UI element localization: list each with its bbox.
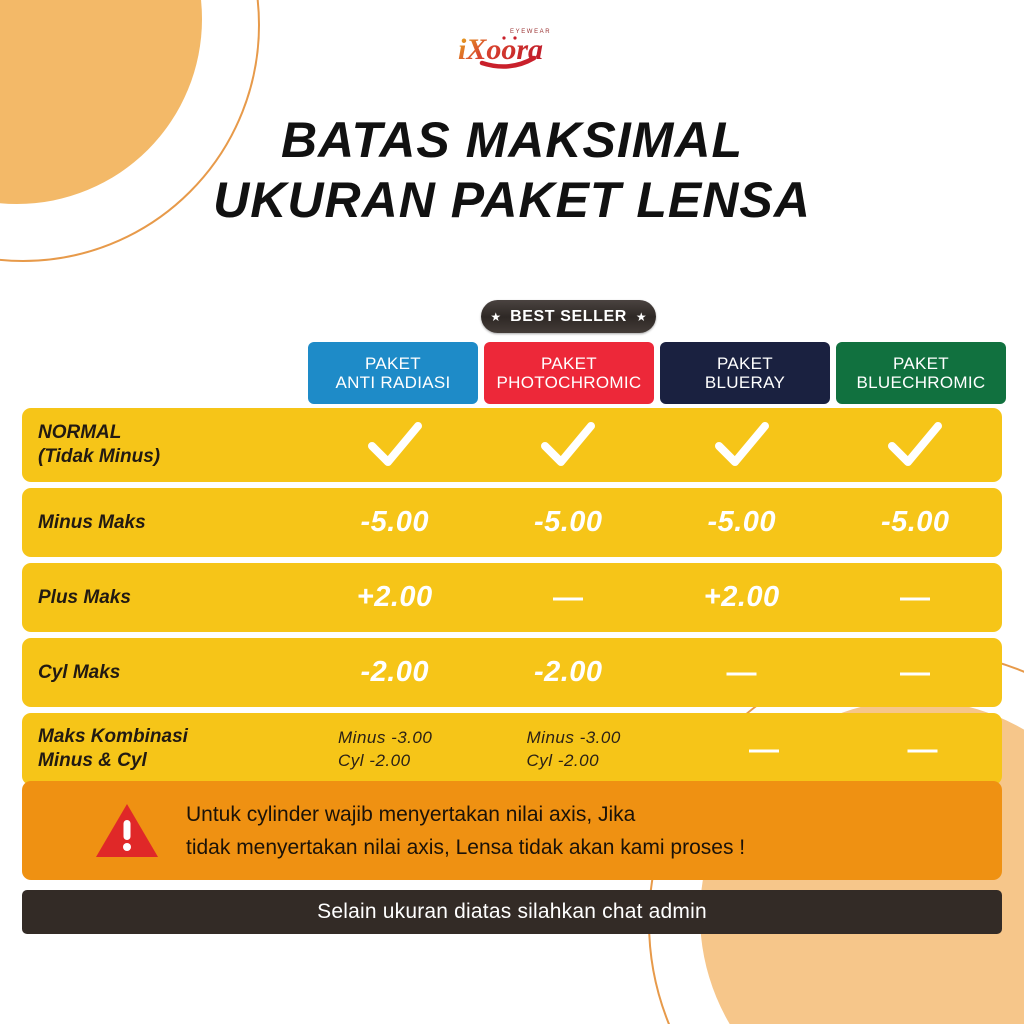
footer-bar: Selain ukuran diatas silahkan chat admin [22, 890, 1002, 934]
brand-logo: EYEWEAR iXoora [0, 14, 1024, 74]
warning-triangle-icon [94, 802, 160, 860]
table-row: Cyl Maks -2.00 -2.00 — — [22, 638, 1002, 707]
package-header-line1: PAKET [893, 354, 949, 373]
best-seller-label: BEST SELLER [510, 307, 627, 325]
package-header-photochromic[interactable]: PAKET PHOTOCHROMIC [484, 342, 654, 404]
row-cells: Minus -3.00 Cyl -2.00 Minus -3.00 Cyl -2… [308, 713, 1002, 785]
page-title: BATAS MAKSIMAL UKURAN PAKET LENSA [0, 110, 1024, 230]
kombinasi-cyl-line: Cyl -2.00 [338, 751, 411, 770]
row-label: Minus Maks [22, 511, 308, 535]
title-line-2: UKURAN PAKET LENSA [213, 172, 811, 228]
package-header-line2: BLUERAY [704, 373, 786, 392]
star-icon-left: ★ [490, 309, 502, 324]
package-header-line2: BLUECHROMIC [856, 373, 986, 392]
package-header-anti-radiasi[interactable]: PAKET ANTI RADIASI [308, 342, 478, 404]
cell-normal-bluechromic [829, 422, 1003, 468]
cell-kombinasi-blueray: — [749, 732, 780, 766]
warning-line-1: Untuk cylinder wajib menyertakan nilai a… [186, 802, 636, 826]
row-label-line1: Minus Maks [38, 511, 146, 533]
ixoora-logo-icon: EYEWEAR iXoora [458, 29, 551, 69]
row-cells: -5.00 -5.00 -5.00 -5.00 [308, 488, 1002, 557]
package-header-line1: PAKET [717, 354, 773, 373]
row-label: Cyl Maks [22, 661, 308, 685]
checkmark-icon [888, 422, 943, 466]
warning-banner: Untuk cylinder wajib menyertakan nilai a… [22, 781, 1002, 880]
table-row: Maks Kombinasi Minus & Cyl Minus -3.00 C… [22, 713, 1002, 785]
cell-plus-photochromic: — [553, 580, 584, 614]
cell-normal-blueray [655, 422, 829, 468]
footer-text: Selain ukuran diatas silahkan chat admin [317, 900, 707, 923]
cell-cyl-anti-radiasi: -2.00 [360, 656, 430, 688]
table-row: Minus Maks -5.00 -5.00 -5.00 -5.00 [22, 488, 1002, 557]
row-label-line2: (Tidak Minus) [38, 446, 161, 467]
package-header-bluechromic[interactable]: PAKET BLUECHROMIC [836, 342, 1006, 404]
kombinasi-minus-line: Minus -3.00 [338, 728, 433, 747]
cell-cyl-photochromic: -2.00 [533, 656, 603, 688]
cell-normal-photochromic [482, 422, 656, 468]
package-header-line1: PAKET [365, 354, 421, 373]
checkmark-icon [541, 422, 596, 466]
package-header-line2: PHOTOCHROMIC [496, 373, 642, 392]
cell-normal-anti-radiasi [308, 422, 482, 468]
package-header-row: PAKET ANTI RADIASI PAKET PHOTOCHROMIC PA… [308, 342, 1006, 404]
star-icon-right: ★ [635, 309, 647, 324]
package-header-blueray[interactable]: PAKET BLUERAY [660, 342, 830, 404]
warning-text: Untuk cylinder wajib menyertakan nilai a… [186, 798, 745, 864]
package-header-line2: ANTI RADIASI [335, 373, 451, 392]
warning-triangle-glyph [96, 803, 158, 857]
cell-plus-bluechromic: — [900, 580, 931, 614]
cell-plus-anti-radiasi: +2.00 [356, 581, 433, 613]
row-label-line2: Minus & Cyl [38, 750, 147, 771]
cell-minus-bluechromic: -5.00 [880, 506, 950, 538]
title-line-1: BATAS MAKSIMAL [280, 112, 744, 168]
row-label: NORMAL (Tidak Minus) [22, 421, 308, 469]
row-label: Maks Kombinasi Minus & Cyl [22, 725, 308, 773]
warning-line-2: tidak menyertakan nilai axis, Lensa tida… [186, 835, 746, 859]
row-label-line1: Maks Kombinasi [38, 726, 188, 747]
cell-plus-blueray: +2.00 [703, 581, 780, 613]
row-label: Plus Maks [22, 586, 308, 610]
comparison-table: NORMAL (Tidak Minus) [22, 408, 1002, 791]
kombinasi-cyl-line: Cyl -2.00 [526, 751, 600, 770]
best-seller-badge: ★ BEST SELLER ★ [481, 300, 656, 333]
cell-cyl-bluechromic: — [900, 655, 931, 689]
cell-minus-photochromic: -5.00 [533, 506, 603, 538]
row-label-line1: Plus Maks [38, 586, 131, 608]
checkmark-icon [714, 422, 769, 466]
cell-minus-anti-radiasi: -5.00 [360, 506, 430, 538]
svg-text:EYEWEAR: EYEWEAR [510, 29, 551, 35]
cell-kombinasi-photochromic: Minus -3.00 Cyl -2.00 [497, 726, 686, 772]
cell-minus-blueray: -5.00 [707, 506, 777, 538]
cell-cyl-blueray: — [726, 655, 757, 689]
row-cells [308, 408, 1002, 482]
row-label-line1: NORMAL [38, 422, 122, 443]
kombinasi-minus-line: Minus -3.00 [526, 728, 621, 747]
row-cells: -2.00 -2.00 — — [308, 638, 1002, 707]
cell-kombinasi-anti-radiasi: Minus -3.00 Cyl -2.00 [308, 726, 497, 772]
table-row: Plus Maks +2.00 — +2.00 — [22, 563, 1002, 632]
row-label-line1: Cyl Maks [38, 661, 121, 683]
table-row: NORMAL (Tidak Minus) [22, 408, 1002, 482]
row-cells: +2.00 — +2.00 — [308, 563, 1002, 632]
cell-kombinasi-bluechromic: — [907, 732, 938, 766]
checkmark-icon [367, 422, 422, 466]
package-header-line1: PAKET [541, 354, 597, 373]
